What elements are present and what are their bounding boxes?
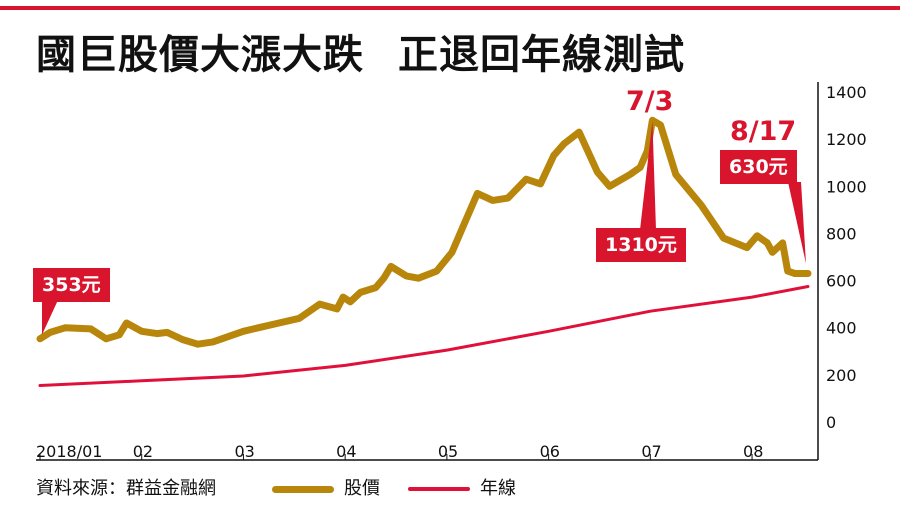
legend-price-swatch xyxy=(272,485,334,493)
peak-date-label: 7/3 xyxy=(626,86,674,117)
start-callout-pointer xyxy=(42,300,58,335)
end-callout-pointer xyxy=(788,182,806,264)
x-tick-label: 03 xyxy=(234,442,254,461)
peak-price-callout: 1310元 xyxy=(596,228,686,262)
title-main: 國巨股價大漲大跌 xyxy=(36,32,364,78)
y-tick-label: 200 xyxy=(826,366,857,385)
legend-annual: 年線 xyxy=(408,474,516,500)
x-tick-label: 05 xyxy=(438,442,458,461)
y-tick-label: 600 xyxy=(826,272,857,291)
source-note: 資料來源：群益金融網 xyxy=(36,478,216,499)
y-tick-label: 800 xyxy=(826,224,857,243)
x-axis-ticks: 2018/01 02 03 04 05 06 07 08 xyxy=(36,442,763,461)
y-tick-label: 1400 xyxy=(826,83,867,102)
legend-annual-swatch xyxy=(408,487,470,491)
x-tick-label: 04 xyxy=(336,442,356,461)
x-tick-label: 07 xyxy=(641,442,661,461)
y-tick-label: 400 xyxy=(826,319,857,338)
legend-price-label: 股價 xyxy=(344,478,380,499)
y-axis-ticks: 0 200 400 600 800 1000 1200 1400 xyxy=(826,83,867,432)
annual-line-series xyxy=(38,285,810,387)
series-layer xyxy=(36,116,812,387)
legend-price: 股價 xyxy=(272,474,380,500)
price-series-line xyxy=(36,116,812,348)
peak-callout-pointer xyxy=(640,121,656,230)
y-tick-label: 1200 xyxy=(826,130,867,149)
start-price-callout: 353元 xyxy=(33,268,110,302)
x-tick-label: 02 xyxy=(133,442,153,461)
y-tick-label: 0 xyxy=(826,413,836,432)
title-sub: 正退回年線測試 xyxy=(398,32,685,78)
x-tick-label: 06 xyxy=(540,442,560,461)
y-tick-label: 1000 xyxy=(826,177,867,196)
callout-pointers xyxy=(42,121,806,335)
end-price-callout: 630元 xyxy=(720,150,797,184)
page-title: 國巨股價大漲大跌 正退回年線測試 xyxy=(36,22,685,80)
legend-annual-label: 年線 xyxy=(480,478,516,499)
end-date-label: 8/17 xyxy=(730,116,797,147)
x-tick-label: 2018/01 xyxy=(36,442,102,461)
x-tick-label: 08 xyxy=(743,442,763,461)
